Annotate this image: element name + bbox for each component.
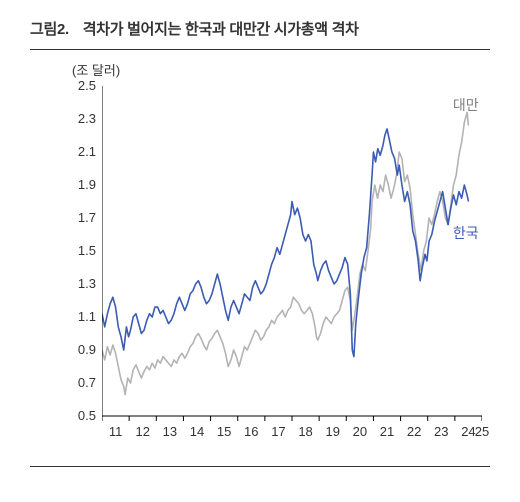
y-tick-label: 0.7	[66, 375, 96, 390]
y-axis-label: (조 달러)	[72, 60, 120, 79]
chart-svg	[102, 86, 482, 446]
y-tick-label: 2.3	[66, 111, 96, 126]
divider-bottom	[30, 466, 490, 467]
plot-area	[102, 86, 482, 416]
x-tick-label: 13	[158, 424, 182, 439]
x-tick-label: 15	[212, 424, 236, 439]
x-tick-label: 21	[375, 424, 399, 439]
y-tick-label: 2.1	[66, 144, 96, 159]
series-label: 한국	[453, 223, 479, 243]
y-tick-label: 1.5	[66, 243, 96, 258]
x-tick-label: 11	[104, 424, 128, 439]
x-tick-label: 20	[348, 424, 372, 439]
y-tick-label: 1.3	[66, 276, 96, 291]
chart-area: (조 달러) 0.5 0.7 0.9 1.1 1.3 1.5 1.7 1.9 2.1 2.3 2.5…	[30, 58, 490, 458]
y-tick-label: 1.7	[66, 210, 96, 225]
x-tick-label: 12	[131, 424, 155, 439]
x-tick-label: 14	[185, 424, 209, 439]
x-tick-label: 22	[402, 424, 426, 439]
divider-top	[30, 49, 490, 50]
series-label: 대만	[453, 95, 479, 115]
title-text: 격차가 벌어지는 한국과 대만간 시가총액 격차	[83, 21, 359, 38]
y-tick-label: 0.9	[66, 342, 96, 357]
y-tick-label: 0.5	[66, 408, 96, 423]
title-prefix: 그림2.	[30, 21, 69, 38]
x-tick-label: 25	[470, 424, 494, 439]
x-tick-label: 17	[266, 424, 290, 439]
y-tick-label: 1.1	[66, 309, 96, 324]
x-tick-label: 19	[321, 424, 345, 439]
y-tick-label: 1.9	[66, 177, 96, 192]
x-tick-label: 18	[294, 424, 318, 439]
chart-title-row: 그림2. 격차가 벌어지는 한국과 대만간 시가총액 격차	[30, 18, 490, 39]
y-tick-label: 2.5	[66, 78, 96, 93]
x-tick-label: 16	[239, 424, 263, 439]
x-tick-label: 23	[429, 424, 453, 439]
